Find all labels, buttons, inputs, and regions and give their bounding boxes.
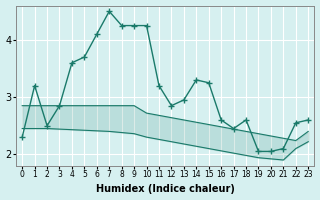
X-axis label: Humidex (Indice chaleur): Humidex (Indice chaleur): [96, 184, 235, 194]
